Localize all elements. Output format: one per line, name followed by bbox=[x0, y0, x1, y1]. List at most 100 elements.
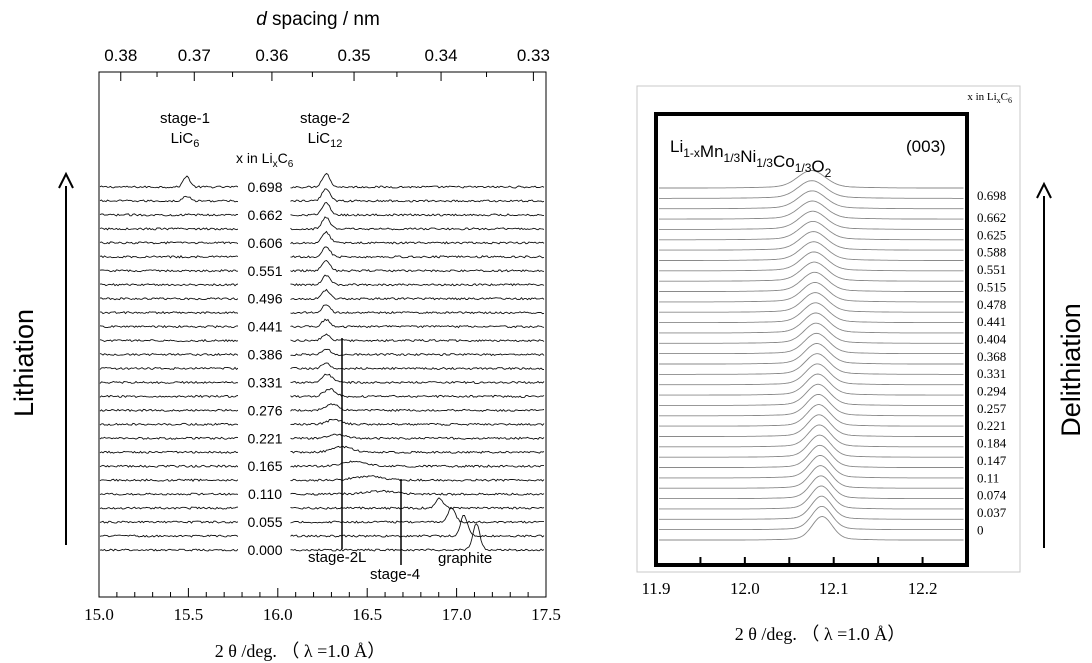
xrd-trace bbox=[99, 246, 545, 259]
right-axis-tick-labels: 11.9 12.0 12.1 12.2 bbox=[641, 579, 937, 598]
stage2-label: stage-2 bbox=[300, 110, 350, 127]
xrd-trace bbox=[99, 523, 545, 552]
series-label: 0.000 bbox=[247, 542, 282, 558]
top-tick-label: 0.38 bbox=[104, 46, 137, 65]
xrd-trace bbox=[99, 489, 545, 496]
xrd-trace bbox=[99, 445, 545, 454]
xrd-trace bbox=[659, 495, 964, 520]
formula-subscript: 1/3 bbox=[756, 156, 773, 170]
right-series-labels: 0.698 0.662 0.625 0.588 0.551 0.515 0.478 0.441… bbox=[977, 188, 1007, 537]
top-tick-label: 0.34 bbox=[425, 46, 458, 65]
xrd-trace bbox=[659, 475, 964, 500]
xrd-trace bbox=[659, 241, 964, 261]
xrd-trace bbox=[659, 292, 964, 313]
xrd-trace bbox=[659, 200, 964, 220]
series-label: 0.110 bbox=[248, 486, 282, 502]
series-label: 0.221 bbox=[247, 430, 282, 446]
xrd-trace bbox=[659, 220, 964, 241]
right-plot-frame bbox=[654, 112, 969, 567]
xrd-trace bbox=[99, 172, 545, 189]
formula-part: Co bbox=[773, 152, 795, 171]
xrd-trace bbox=[99, 333, 545, 343]
xrd-trace bbox=[659, 485, 964, 510]
xrd-trace bbox=[99, 188, 545, 203]
xrd-trace bbox=[99, 274, 545, 287]
xrd-trace bbox=[659, 434, 964, 458]
series-label: 0.551 bbox=[977, 262, 1006, 277]
series-label: 0.257 bbox=[977, 401, 1007, 416]
formula-subscript: 1/3 bbox=[724, 151, 741, 165]
right-tick-label: 12.0 bbox=[730, 579, 760, 598]
series-label: 0.331 bbox=[247, 374, 282, 390]
series-label: 0.368 bbox=[977, 349, 1006, 364]
xrd-trace bbox=[99, 216, 545, 231]
compound-formula: Li1-xMn1/3Ni1/3Co1/3O2 bbox=[670, 137, 832, 180]
series-label: 0.662 bbox=[977, 210, 1006, 225]
lithiation-arrow-head bbox=[58, 171, 74, 189]
bottom-axis-ticks bbox=[98, 588, 547, 597]
series-label: 0.441 bbox=[977, 314, 1006, 329]
xrd-trace bbox=[659, 505, 964, 531]
formula-subscript: 1-x bbox=[683, 146, 700, 160]
xrd-trace bbox=[99, 259, 545, 273]
bottom-tick-label: 17.5 bbox=[531, 605, 561, 624]
stage2L-label: stage-2L bbox=[308, 549, 366, 566]
xrd-trace bbox=[659, 180, 964, 199]
series-labels: 0.698 0.662 0.606 0.551 0.496 0.441 0.386 0.331… bbox=[247, 179, 282, 558]
series-label: 0.625 bbox=[977, 227, 1006, 242]
label-column-mask bbox=[238, 170, 290, 553]
bottom-tick-label: 16.5 bbox=[352, 605, 382, 624]
xrd-trace bbox=[659, 261, 964, 282]
reflection-label: (003) bbox=[906, 137, 946, 156]
right-tick-label: 11.9 bbox=[641, 579, 670, 598]
left-traces bbox=[99, 172, 545, 552]
bottom-tick-label: 17.0 bbox=[442, 605, 472, 624]
top-axis-ticks bbox=[120, 72, 534, 81]
xrd-trace bbox=[659, 383, 964, 406]
bottom-tick-label: 15.0 bbox=[84, 605, 114, 624]
series-label: 0.055 bbox=[247, 514, 282, 530]
xrd-trace bbox=[99, 418, 545, 426]
bottom-tick-label: 16.0 bbox=[263, 605, 293, 624]
xrd-trace bbox=[659, 231, 964, 251]
xrd-trace bbox=[659, 373, 964, 396]
xrd-trace bbox=[99, 373, 545, 385]
series-label: 0.165 bbox=[247, 458, 282, 474]
top-tick-label: 0.35 bbox=[337, 46, 370, 65]
series-label: 0.404 bbox=[977, 331, 1007, 346]
xrd-trace bbox=[99, 507, 545, 524]
right-x-axis-title: 2 θ /deg. （ λ =1.0 Å） bbox=[735, 624, 906, 644]
series-label: 0.441 bbox=[247, 319, 282, 335]
top-axis-tick-labels: 0.38 0.37 0.36 0.35 0.34 0.33 bbox=[104, 46, 550, 65]
xrd-trace bbox=[659, 465, 964, 489]
series-label: 0.147 bbox=[977, 453, 1007, 468]
series-label: 0.606 bbox=[247, 235, 282, 251]
series-label: 0.478 bbox=[977, 297, 1006, 312]
bottom-axis-tick-labels: 15.0 15.5 16.0 16.5 17.0 17.5 bbox=[84, 605, 561, 624]
stage4-label: stage-4 bbox=[370, 566, 420, 583]
xrd-trace bbox=[99, 230, 545, 245]
series-label: 0.662 bbox=[247, 207, 282, 223]
series-label: 0.698 bbox=[977, 188, 1006, 203]
left-chart: d spacing / nm 0.38 0.37 0.36 0.35 0.34 0.33 … bbox=[9, 9, 561, 661]
xrd-trace bbox=[659, 516, 964, 541]
series-label: 0.037 bbox=[977, 505, 1007, 520]
xrd-trace bbox=[659, 404, 964, 427]
xrd-trace bbox=[99, 362, 545, 371]
xrd-trace bbox=[659, 363, 964, 386]
series-label: 0.588 bbox=[977, 245, 1006, 260]
xrd-trace bbox=[659, 393, 964, 417]
right-traces bbox=[659, 170, 964, 541]
delithiation-label: Delithiation bbox=[1056, 303, 1086, 437]
formula-part: O bbox=[811, 157, 824, 176]
series-label: 0.184 bbox=[977, 436, 1007, 451]
xrd-trace bbox=[99, 387, 545, 399]
xrd-trace bbox=[99, 515, 545, 538]
xrd-trace bbox=[659, 414, 964, 437]
right-axis-ticks bbox=[655, 557, 968, 563]
xrd-trace bbox=[659, 455, 964, 479]
formula-subscript: 2 bbox=[825, 166, 832, 180]
formula-subscript: 1/3 bbox=[795, 161, 812, 175]
xrd-trace bbox=[99, 304, 545, 315]
xrd-trace bbox=[99, 318, 545, 329]
